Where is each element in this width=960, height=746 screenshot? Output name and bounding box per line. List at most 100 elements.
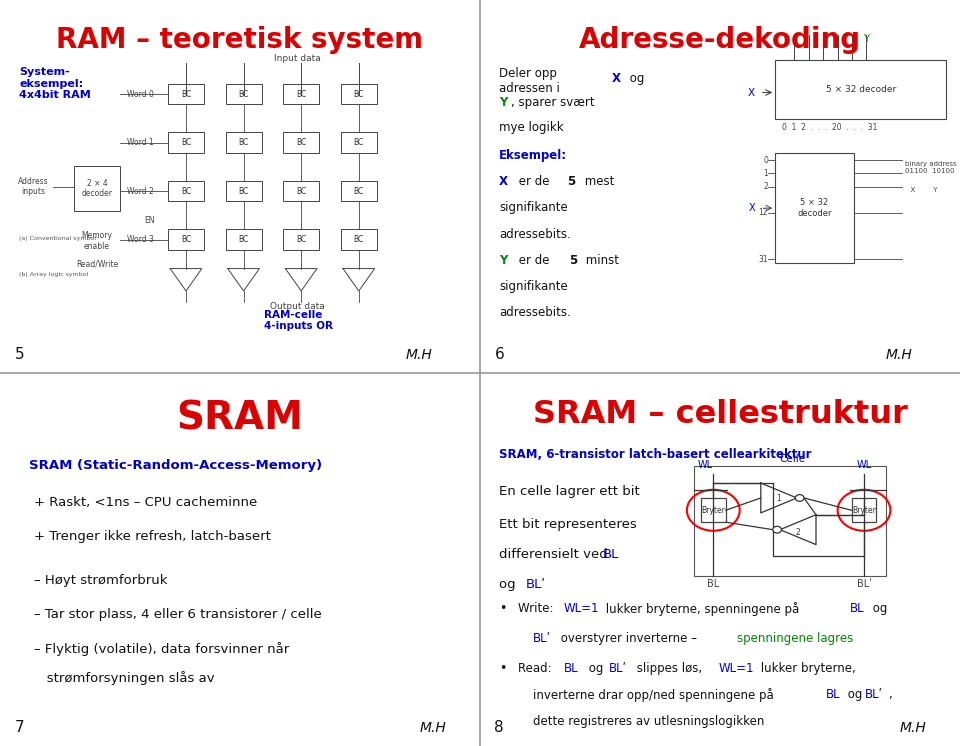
Text: Word 2: Word 2	[127, 186, 154, 195]
Text: og: og	[844, 688, 866, 701]
Text: Read:: Read:	[518, 662, 556, 675]
Text: BL: BL	[603, 548, 619, 561]
Text: , sparer svært: , sparer svært	[511, 96, 595, 109]
Text: er de: er de	[515, 175, 553, 188]
FancyBboxPatch shape	[168, 132, 204, 153]
Text: BLʹ: BLʹ	[533, 633, 551, 645]
Text: 7: 7	[14, 720, 24, 735]
Text: Eksempel:: Eksempel:	[499, 149, 567, 162]
Text: 5: 5	[568, 254, 577, 266]
Text: BC: BC	[180, 235, 191, 244]
Text: BLʹ: BLʹ	[526, 578, 545, 591]
Text: X: X	[499, 175, 508, 188]
Text: lukker bryterne,: lukker bryterne,	[756, 662, 855, 675]
Text: 5 × 32
decoder: 5 × 32 decoder	[798, 198, 831, 218]
Text: BC: BC	[296, 235, 306, 244]
Text: 1: 1	[763, 169, 768, 178]
Text: – Tar stor plass, 4 eller 6 transistorer / celle: – Tar stor plass, 4 eller 6 transistorer…	[34, 608, 322, 621]
Text: Write:: Write:	[518, 603, 558, 615]
Text: og: og	[585, 662, 607, 675]
Polygon shape	[285, 269, 317, 291]
Text: Word 1: Word 1	[127, 138, 154, 147]
Text: 2: 2	[763, 182, 768, 191]
Text: Y: Y	[863, 34, 870, 43]
FancyBboxPatch shape	[226, 132, 261, 153]
Text: BL: BL	[850, 603, 864, 615]
Text: Deler opp
adressen i: Deler opp adressen i	[499, 67, 564, 95]
FancyBboxPatch shape	[283, 132, 319, 153]
FancyBboxPatch shape	[168, 230, 204, 250]
Circle shape	[795, 495, 804, 501]
FancyBboxPatch shape	[226, 181, 261, 201]
Text: 12: 12	[758, 208, 768, 217]
Text: BLʹ: BLʹ	[609, 662, 627, 675]
Text: X: X	[749, 203, 755, 213]
Text: Input data: Input data	[275, 54, 321, 63]
Text: WL: WL	[856, 460, 872, 470]
FancyBboxPatch shape	[226, 230, 261, 250]
Text: og: og	[869, 603, 887, 615]
Text: signifikante: signifikante	[499, 201, 568, 214]
FancyBboxPatch shape	[341, 84, 376, 104]
Text: mest: mest	[581, 175, 614, 188]
FancyBboxPatch shape	[168, 181, 204, 201]
Text: 1: 1	[777, 494, 780, 504]
Text: BC: BC	[353, 138, 364, 147]
Text: SRAM – cellestruktur: SRAM – cellestruktur	[533, 399, 907, 430]
Text: minst: minst	[582, 254, 619, 266]
Text: inverterne drar opp/ned spenningene på: inverterne drar opp/ned spenningene på	[533, 688, 778, 702]
Text: 0: 0	[763, 156, 768, 165]
Text: BC: BC	[296, 90, 306, 98]
Text: mye logikk: mye logikk	[499, 121, 564, 134]
Text: System-
eksempel:
4x4bit RAM: System- eksempel: 4x4bit RAM	[19, 67, 91, 101]
Text: adressebits.: adressebits.	[499, 306, 571, 319]
Polygon shape	[780, 515, 816, 545]
FancyBboxPatch shape	[283, 230, 319, 250]
FancyBboxPatch shape	[341, 132, 376, 153]
Text: BL: BL	[707, 579, 719, 589]
Text: Y: Y	[499, 254, 508, 266]
Text: •: •	[499, 603, 507, 615]
FancyBboxPatch shape	[283, 181, 319, 201]
Text: BC: BC	[296, 186, 306, 195]
Polygon shape	[228, 269, 259, 291]
Text: BC: BC	[238, 90, 249, 98]
Text: – Flyktig (volatile), data forsvinner når: – Flyktig (volatile), data forsvinner nå…	[34, 642, 289, 656]
Text: adressebits.: adressebits.	[499, 228, 571, 240]
Text: 31: 31	[758, 254, 768, 264]
Text: Celle: Celle	[779, 454, 805, 464]
Text: BC: BC	[296, 138, 306, 147]
Text: BC: BC	[180, 186, 191, 195]
Text: dette registreres av utlesningslogikken: dette registreres av utlesningslogikken	[533, 715, 764, 728]
Text: lukker bryterne, spenningene på: lukker bryterne, spenningene på	[603, 603, 804, 616]
Text: + Trenger ikke refresh, latch-basert: + Trenger ikke refresh, latch-basert	[34, 530, 271, 542]
FancyBboxPatch shape	[226, 84, 261, 104]
FancyBboxPatch shape	[776, 153, 854, 263]
Text: (b) Array logic symbol: (b) Array logic symbol	[19, 272, 88, 277]
Text: Memory
enable: Memory enable	[82, 231, 112, 251]
Text: WL=1: WL=1	[564, 603, 599, 615]
Text: 0  1  2  .  .  .  20  .  .  .  31: 0 1 2 . . . 20 . . . 31	[782, 122, 877, 132]
Text: spenningene lagres: spenningene lagres	[737, 633, 853, 645]
Text: BC: BC	[180, 138, 191, 147]
Text: ,: ,	[888, 688, 892, 701]
Text: BC: BC	[353, 90, 364, 98]
FancyBboxPatch shape	[701, 498, 726, 522]
Text: BC: BC	[238, 235, 249, 244]
Text: 5: 5	[14, 347, 24, 362]
Text: strømforsyningen slås av: strømforsyningen slås av	[34, 671, 214, 686]
Text: og: og	[499, 578, 520, 591]
Text: X: X	[748, 87, 755, 98]
Text: slippes løs,: slippes løs,	[633, 662, 706, 675]
Text: •: •	[499, 662, 507, 675]
Text: 8: 8	[494, 720, 504, 735]
FancyBboxPatch shape	[341, 230, 376, 250]
Text: 5: 5	[567, 175, 576, 188]
Text: Adresse-dekoding: Adresse-dekoding	[579, 26, 861, 54]
Text: BC: BC	[180, 90, 191, 98]
Text: Bryter: Bryter	[852, 506, 876, 515]
Text: 6: 6	[494, 347, 504, 362]
Text: M.H: M.H	[405, 348, 432, 362]
FancyBboxPatch shape	[852, 498, 876, 522]
Text: BC: BC	[353, 235, 364, 244]
